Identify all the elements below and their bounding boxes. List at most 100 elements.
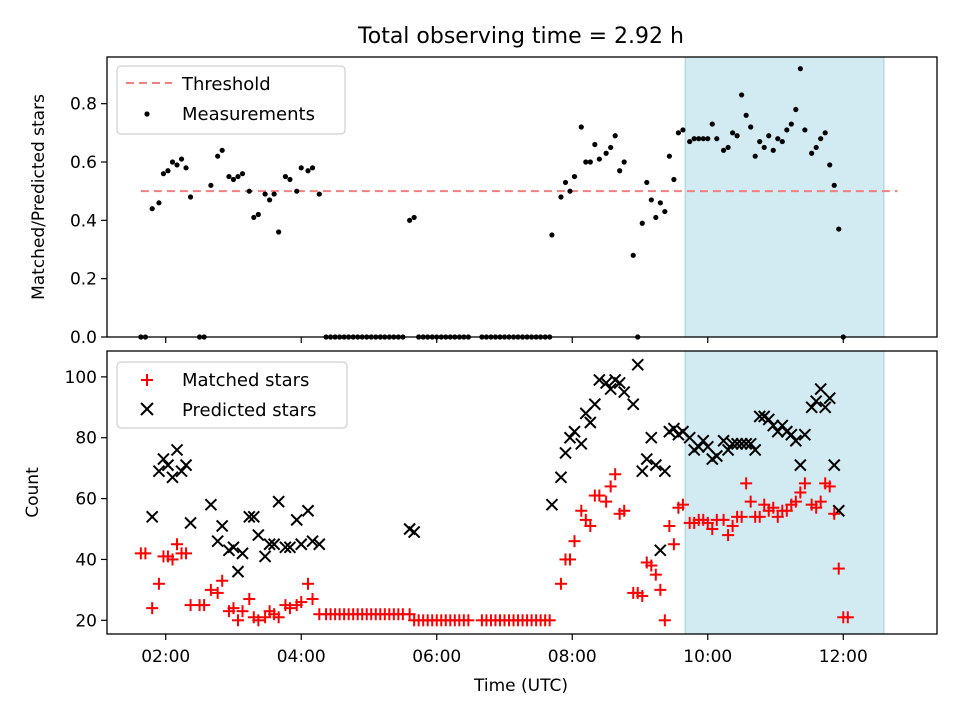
top-legend: Threshold Measurements (116, 65, 346, 135)
measurement-point (226, 173, 232, 180)
measurement-point (657, 200, 663, 206)
predicted-point (554, 471, 568, 484)
predicted-point (545, 498, 559, 511)
predicted-point (636, 464, 649, 478)
bottom-legend-box (116, 361, 348, 429)
predicted-point (762, 413, 775, 426)
measurement-point (183, 165, 189, 171)
matched-point (645, 559, 658, 572)
xtick-label: 08:00 (548, 647, 597, 667)
predicted-point (710, 449, 724, 463)
predicted-point (767, 419, 780, 432)
predicted-point (739, 437, 753, 451)
measurement-point (230, 176, 237, 183)
measurement-point (761, 144, 767, 151)
measurement-point (813, 144, 819, 151)
predicted-point (771, 425, 784, 438)
measurement-point (709, 121, 715, 127)
predicted-point (785, 428, 798, 441)
legend-measurements-label: Measurements (182, 104, 315, 125)
measurement-point (178, 156, 185, 162)
measurement-point (770, 147, 776, 153)
matched-point (403, 608, 416, 621)
predicted-point (301, 504, 315, 517)
measurement-point (648, 197, 654, 203)
measurement-point (174, 162, 180, 168)
predicted-point (692, 440, 705, 454)
measurement-point (809, 150, 815, 156)
predicted-point (593, 373, 606, 387)
measurement-point (612, 133, 618, 139)
matched-point (259, 611, 272, 624)
measurement-point (743, 112, 749, 118)
measurement-point (246, 188, 252, 194)
predicted-point (157, 452, 170, 466)
predicted-point (290, 513, 303, 527)
predicted-point (805, 401, 818, 414)
matched-point (667, 538, 680, 551)
predicted-point (645, 431, 658, 444)
predicted-point (179, 458, 193, 472)
measurement-point (752, 153, 758, 159)
measurement-point (705, 136, 711, 142)
predicted-point (798, 428, 812, 441)
matched-point (753, 510, 766, 523)
matched-point (554, 577, 567, 590)
measurement-point (639, 220, 645, 226)
measurement-point (305, 168, 311, 174)
legend-measurements-swatch (144, 111, 150, 117)
matched-point (717, 513, 730, 526)
predicted-point (789, 434, 803, 447)
matched-point (216, 574, 229, 587)
xtick-label: 10:00 (683, 647, 732, 667)
matched-point (636, 589, 649, 602)
matched-point (609, 468, 622, 481)
legend-matched-label: Matched stars (182, 370, 309, 391)
measurement-point (411, 214, 417, 221)
measurement-point (617, 168, 623, 174)
matched-point (758, 498, 771, 511)
predicted-point (313, 538, 326, 551)
predicted-point (568, 425, 581, 438)
measurement-point (298, 165, 304, 171)
matched-point (701, 516, 714, 529)
legend-threshold-label: Threshold (181, 74, 271, 95)
matched-point (654, 583, 667, 596)
measurement-point (407, 217, 413, 223)
matched-point (171, 538, 184, 551)
matched-point (231, 614, 244, 627)
predicted-point (627, 398, 640, 411)
matched-point (649, 568, 662, 581)
matched-point (658, 614, 671, 627)
matched-point (211, 586, 224, 599)
predicted-point (809, 395, 823, 408)
measurement-point (748, 124, 754, 130)
measurement-point (239, 171, 246, 177)
matched-point (204, 583, 217, 596)
measurement-point (294, 188, 300, 194)
measurement-point (587, 159, 593, 165)
measurement-point (608, 144, 614, 151)
predicted-point (247, 510, 261, 524)
predicted-point (227, 541, 240, 554)
predicted-point (184, 516, 197, 530)
bottom-ytick-label: 80 (75, 429, 97, 449)
predicted-point (252, 528, 265, 542)
top-ytick-label: 0.2 (70, 270, 97, 290)
predicted-point (818, 401, 832, 414)
count-panel: 20 40 60 80 100 02:00 04:00 06:00 08:00 10:00 12:… (23, 350, 938, 696)
measurement-point (149, 206, 155, 212)
bottom-legend: Matched stars Predicted stars (116, 361, 348, 429)
matched-point (302, 577, 315, 590)
predicted-point (407, 525, 421, 539)
matched-point (823, 480, 836, 493)
matched-point (663, 519, 676, 532)
measurement-point (797, 66, 803, 72)
matched-point (243, 593, 256, 606)
predicted-point (236, 547, 249, 560)
measurement-point (251, 214, 257, 221)
predicted-point (613, 376, 626, 390)
measurement-point (687, 138, 693, 145)
measurement-point (775, 136, 781, 142)
measurement-point (793, 106, 799, 113)
